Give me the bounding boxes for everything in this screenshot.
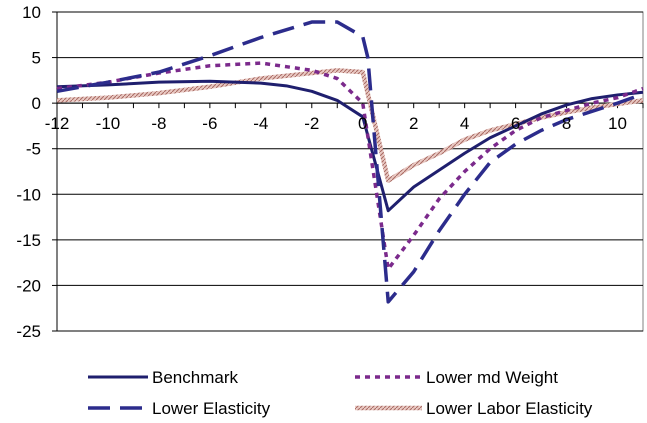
plot-area xyxy=(56,11,644,332)
legend-item-lower-elasticity: Lower Elasticity xyxy=(88,399,271,418)
legend-label-lower-elasticity: Lower Elasticity xyxy=(152,399,271,418)
series-line-lower-elasticity xyxy=(56,20,644,304)
y-tick-label: -20 xyxy=(16,276,41,295)
y-tick-label: 5 xyxy=(32,49,41,68)
x-tick-label: -6 xyxy=(202,114,217,133)
series-line-benchmark xyxy=(56,79,644,213)
series-line-lower-md-weight xyxy=(56,61,644,271)
x-tick-label: -2 xyxy=(304,114,319,133)
y-tick-label: 10 xyxy=(22,3,41,22)
series-line-lower-labor-elasticity xyxy=(56,68,644,183)
x-tick-label: -10 xyxy=(96,114,121,133)
legend: Benchmark Lower md Weight Lower Elasticity… xyxy=(88,368,593,418)
x-tick-label: 2 xyxy=(409,114,418,133)
legend-item-lower-md-weight: Lower md Weight xyxy=(355,368,558,387)
y-tick-label: -10 xyxy=(16,185,41,204)
legend-item-lower-labor-elasticity: Lower Labor Elasticity xyxy=(355,399,593,418)
y-tick-label: -5 xyxy=(26,140,41,159)
x-tick-label: -4 xyxy=(253,114,268,133)
legend-label-lower-labor-elasticity: Lower Labor Elasticity xyxy=(426,399,593,418)
y-tick-label: -25 xyxy=(16,322,41,341)
series-lines xyxy=(56,20,644,304)
legend-label-lower-md-weight: Lower md Weight xyxy=(426,368,558,387)
x-tick-label: 0 xyxy=(358,114,367,133)
y-tick-label: 0 xyxy=(32,94,41,113)
legend-label-benchmark: Benchmark xyxy=(152,368,238,387)
x-tick-label: 10 xyxy=(608,114,627,133)
legend-item-benchmark: Benchmark xyxy=(88,368,238,387)
x-tick-label: 8 xyxy=(562,114,571,133)
x-tick-label: -12 xyxy=(45,114,70,133)
y-tick-label: -15 xyxy=(16,231,41,250)
x-tick-label: 4 xyxy=(460,114,469,133)
x-tick-label: -8 xyxy=(151,114,166,133)
plot-frame xyxy=(56,11,644,332)
x-tick-label: 6 xyxy=(511,114,520,133)
